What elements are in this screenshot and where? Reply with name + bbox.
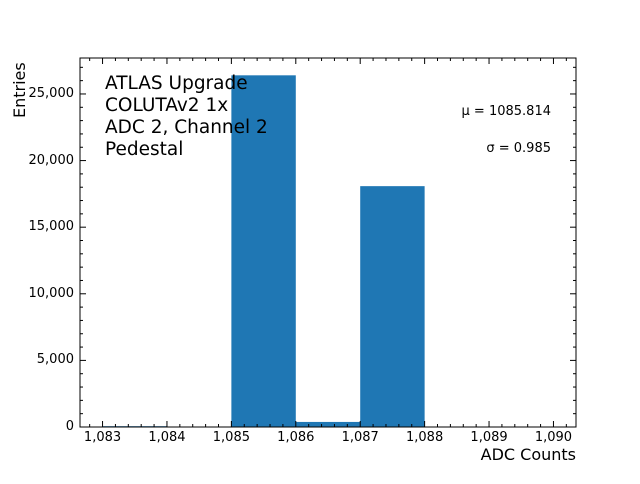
- annotation-coluta: COLUTAv2 1x: [105, 95, 229, 116]
- y-tick-label: 25,000: [28, 85, 75, 101]
- x-tick-label: 1,088: [406, 430, 444, 445]
- x-tick-label: 1,089: [470, 430, 508, 445]
- x-tick-label: 1,084: [148, 430, 186, 445]
- x-tick-label: 1,090: [534, 430, 573, 445]
- y-tick-label: 15,000: [28, 219, 75, 235]
- x-tick-label: 1,087: [341, 430, 379, 445]
- x-tick-label: 1,086: [277, 430, 315, 445]
- y-tick-label: 5,000: [36, 352, 74, 368]
- annotation-atlas: ATLAS Upgrade: [105, 73, 248, 94]
- sigma-annotation: σ = 0.985: [486, 141, 551, 156]
- x-tick-label: 1,085: [212, 430, 250, 445]
- histogram-bar: [295, 421, 361, 427]
- annotation-pedestal: Pedestal: [105, 139, 184, 160]
- annotation-channel: ADC 2, Channel 2: [105, 117, 268, 138]
- axes-frame: [79, 57, 577, 428]
- mean-annotation: μ = 1085.814: [461, 104, 551, 119]
- y-tick-label: 10,000: [28, 285, 75, 301]
- x-tick-label: 1,083: [83, 430, 122, 445]
- y-tick-label: 0: [65, 419, 74, 434]
- histogram-bar: [360, 186, 425, 427]
- x-axis-label: ADC Counts: [480, 445, 576, 464]
- y-tick-label: 20,000: [28, 152, 75, 168]
- histogram-bar: [231, 75, 296, 427]
